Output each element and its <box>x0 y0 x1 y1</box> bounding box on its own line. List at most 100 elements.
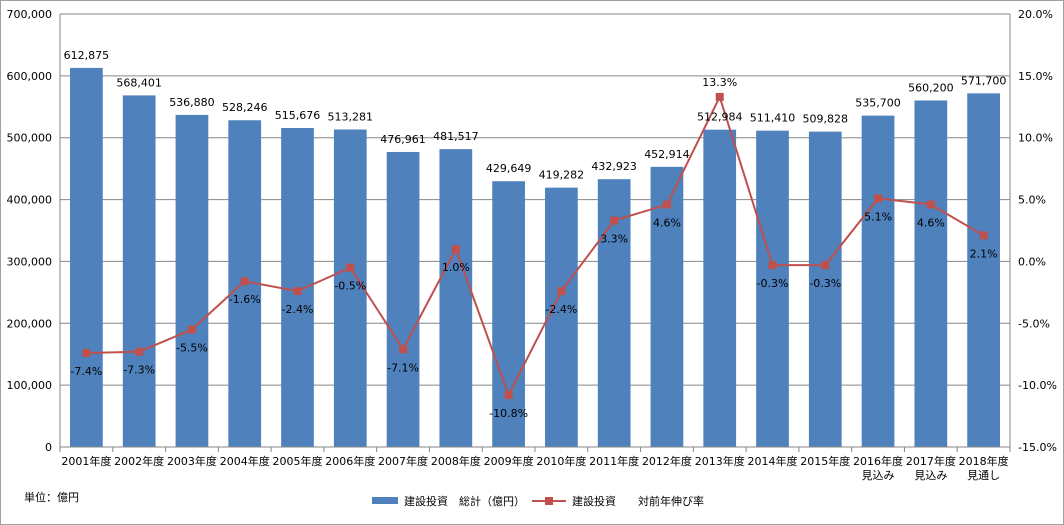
x-tick-label: 2014年度 <box>748 454 798 468</box>
legend: 建設投資 総計（億円） 建設投資 対前年伸び率 <box>372 494 704 508</box>
growth-value-label: 2.1% <box>970 247 998 260</box>
growth-value-label: 3.3% <box>600 233 628 246</box>
x-tick-label: 2016年度 <box>853 454 903 468</box>
bar-value-label: 429,649 <box>486 162 532 175</box>
growth-value-label: -7.3% <box>123 364 155 377</box>
x-tick-label: 見込み <box>914 469 947 482</box>
y-right-tick-label: 5.0% <box>1018 194 1046 207</box>
growth-marker <box>979 231 988 240</box>
growth-marker <box>451 245 460 254</box>
y-left-tick-label: 300,000 <box>7 255 53 268</box>
x-tick-label: 2018年度 <box>959 454 1009 468</box>
x-tick-label: 見込み <box>862 469 895 482</box>
bar-value-label: 568,401 <box>116 76 162 89</box>
y-left-tick-label: 700,000 <box>7 8 53 21</box>
x-tick-label: 2011年度 <box>589 454 639 468</box>
growth-marker <box>874 194 883 203</box>
growth-value-label: 13.3% <box>702 76 737 89</box>
bar <box>333 129 367 448</box>
unit-note: 単位：億円 <box>24 490 79 504</box>
bar-value-label: 509,828 <box>803 113 849 126</box>
x-tick-label: 2010年度 <box>536 454 586 468</box>
bar <box>808 131 842 448</box>
x-tick-label: 2007年度 <box>378 454 428 468</box>
line-series <box>82 92 988 400</box>
growth-value-label: 4.6% <box>653 217 681 230</box>
growth-marker <box>557 287 566 296</box>
x-tick-label: 2017年度 <box>906 454 956 468</box>
growth-value-label: -2.4% <box>545 303 577 316</box>
bar-value-label: 571,700 <box>961 74 1007 87</box>
growth-value-label: -0.3% <box>757 277 789 290</box>
bar <box>70 67 103 447</box>
y-right-tick-label: -10.0% <box>1018 379 1057 392</box>
bar-value-label: 528,246 <box>222 101 268 114</box>
legend-bar-swatch <box>372 497 398 504</box>
axes: 0 100,000 200,000 300,000 400,000 500,000 600,… <box>7 8 1057 482</box>
y-left-tick-label: 0 <box>45 441 52 454</box>
growth-marker <box>662 200 671 209</box>
bar-value-label: 536,880 <box>169 96 215 109</box>
growth-value-label: -2.4% <box>282 303 314 316</box>
growth-marker <box>821 261 830 270</box>
bar <box>914 100 948 447</box>
legend-bar-label: 建設投資 総計（億円） <box>404 494 525 508</box>
y-left-tick-label: 400,000 <box>7 194 53 207</box>
bar <box>545 187 578 447</box>
bar-value-label: 481,517 <box>433 130 479 143</box>
bar-value-label: 452,914 <box>644 148 690 161</box>
y-right-tick-label: -15.0% <box>1018 441 1057 454</box>
y-right-tick-label: 20.0% <box>1018 8 1053 21</box>
x-tick-label: 2001年度 <box>61 454 111 468</box>
growth-value-label: -7.1% <box>387 361 419 374</box>
growth-marker <box>399 345 408 354</box>
x-tick-label: 2009年度 <box>484 454 534 468</box>
growth-marker <box>610 216 619 225</box>
growth-value-label: -7.4% <box>70 365 102 378</box>
growth-value-label: 1.0% <box>442 261 470 274</box>
legend-line-label: 建設投資 対前年伸び率 <box>572 494 704 508</box>
y-left-tick-label: 100,000 <box>7 379 53 392</box>
x-tick-label: 2013年度 <box>695 454 745 468</box>
bar-value-label: 476,961 <box>380 133 426 146</box>
growth-value-label: -10.8% <box>489 407 528 420</box>
bar-value-label: 513,281 <box>328 110 374 123</box>
bar-value-label: 419,282 <box>539 169 585 182</box>
growth-marker <box>346 263 355 272</box>
bar <box>439 149 473 447</box>
bar <box>703 129 737 448</box>
x-tick-label: 2015年度 <box>800 454 850 468</box>
growth-marker <box>240 277 249 286</box>
data-labels: 612,875 568,401 536,880 528,246 515,676 513,2… <box>64 49 1007 420</box>
y-left-tick-label: 200,000 <box>7 317 53 330</box>
growth-marker <box>187 325 196 334</box>
growth-marker <box>504 391 513 400</box>
bar-value-label: 612,875 <box>64 49 110 62</box>
x-tick-label: 2008年度 <box>431 454 481 468</box>
x-tick-label: 2012年度 <box>642 454 692 468</box>
legend-line-marker <box>545 497 553 505</box>
bar <box>650 166 684 448</box>
bar <box>122 95 156 447</box>
growth-marker <box>715 92 724 101</box>
bar-value-label: 512,984 <box>697 111 743 124</box>
x-tick-label: 2006年度 <box>325 454 375 468</box>
growth-line <box>86 94 985 398</box>
bar-value-label: 535,700 <box>855 97 901 110</box>
bar <box>175 114 209 448</box>
y-right-tick-label: 15.0% <box>1018 70 1053 83</box>
bar <box>492 181 525 448</box>
y-right-tick-label: 0.0% <box>1018 255 1046 268</box>
bar-value-label: 515,676 <box>275 109 321 122</box>
x-tick-label: 見通し <box>967 469 1000 482</box>
growth-value-label: -1.6% <box>229 293 261 306</box>
x-tick-label: 2003年度 <box>167 454 217 468</box>
y-left-tick-label: 600,000 <box>7 70 53 83</box>
growth-value-label: 5.1% <box>864 210 892 223</box>
y-right-tick-label: 10.0% <box>1018 132 1053 145</box>
growth-marker <box>768 261 777 270</box>
growth-marker <box>293 287 302 296</box>
growth-value-label: 4.6% <box>917 217 945 230</box>
